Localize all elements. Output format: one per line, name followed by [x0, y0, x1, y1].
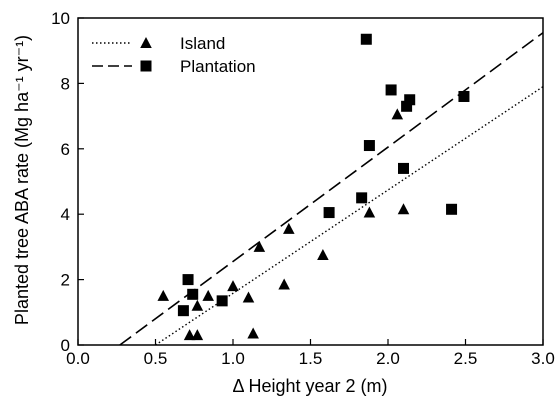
island-point [247, 327, 259, 339]
plantation-point [404, 94, 416, 106]
plantation-point [385, 84, 397, 96]
plantation-point [187, 288, 199, 300]
plantation-fit-line [119, 32, 544, 346]
legend-island-marker [140, 36, 152, 48]
plantation-point [177, 305, 189, 317]
island-fit-line [155, 86, 544, 346]
y-tick-label: 2 [61, 271, 70, 290]
island-point [253, 240, 266, 252]
island-point [391, 108, 404, 120]
axis-ticks: 0.0 0.5 1.0 1.5 2.0 2.5 3.0 0 2 4 6 8 10 [51, 9, 555, 368]
x-tick-label: 1.5 [299, 349, 323, 368]
plantation-point [356, 192, 368, 204]
island-point [191, 329, 204, 341]
y-tick-label: 4 [61, 205, 70, 224]
island-point [317, 249, 329, 261]
x-axis-title: Δ Height year 2 (m) [232, 376, 387, 396]
island-point [283, 222, 295, 234]
plantation-point [363, 140, 375, 152]
x-tick-label: 2.5 [454, 349, 478, 368]
y-axis-title: Planted tree ABA rate (Mg ha⁻¹ yr⁻¹) [12, 35, 32, 325]
plantation-point [446, 203, 458, 215]
y-tick-label: 10 [51, 9, 70, 28]
legend-island-label: Island [180, 34, 225, 53]
x-tick-label: 3.0 [531, 349, 555, 368]
plantation-point [182, 274, 194, 286]
x-tick-label: 1.0 [221, 349, 245, 368]
plantation-point [458, 90, 470, 102]
legend-plantation-marker [140, 60, 152, 72]
island-point [183, 329, 196, 341]
plantation-point [216, 295, 228, 307]
plantation-point [323, 207, 335, 219]
plantation-point [360, 33, 372, 45]
y-tick-label: 8 [61, 74, 70, 93]
island-point [191, 299, 204, 311]
x-tick-label: 0.5 [144, 349, 168, 368]
legend: Island Plantation [92, 34, 256, 76]
island-point [202, 289, 214, 301]
island-point [397, 203, 410, 215]
data-points [157, 33, 470, 341]
island-point [278, 278, 290, 290]
island-point [227, 280, 239, 292]
island-point [242, 291, 255, 303]
x-tick-label: 0.0 [66, 349, 90, 368]
plantation-point [398, 162, 409, 174]
y-tick-label: 6 [61, 140, 70, 159]
x-tick-label: 2.0 [376, 349, 400, 368]
plantation-point [401, 100, 413, 112]
y-tick-label: 0 [61, 336, 70, 355]
island-point [363, 206, 376, 218]
legend-plantation-label: Plantation [180, 57, 256, 76]
island-point [157, 289, 170, 301]
fit-lines [119, 32, 544, 346]
